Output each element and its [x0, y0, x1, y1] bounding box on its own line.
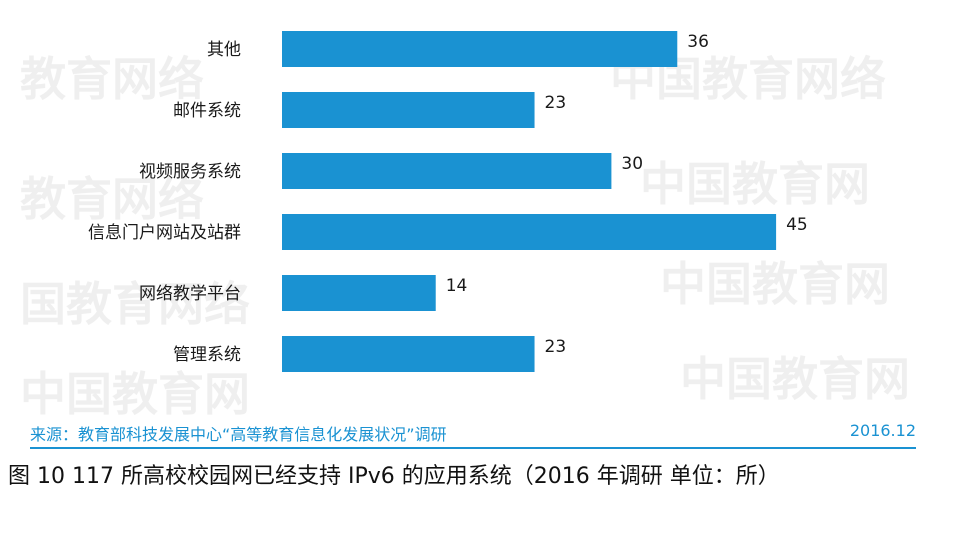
bar — [282, 336, 535, 372]
bar — [282, 31, 678, 67]
category-label: 信息门户网站及站群 — [88, 223, 241, 243]
source-text: 来源：教育部科技发展中心“高等教育信息化发展状况”调研 — [30, 425, 447, 444]
figure-caption: 图 10 117 所高校校园网已经支持 IPv6 的应用系统（2016 年调研 … — [8, 464, 780, 489]
source-date: 2016.12 — [849, 421, 916, 440]
watermark: 国教育网络 — [20, 277, 250, 331]
value-label: 30 — [621, 154, 643, 174]
bar-chart: 教育网络 中国教育网络 教育网络 中国教育网 国教育网络 中国教育网 中国教育网… — [20, 31, 910, 420]
watermark: 中国教育网 — [660, 257, 890, 311]
category-label: 视频服务系统 — [139, 162, 241, 182]
value-label: 23 — [545, 93, 567, 113]
bar — [282, 153, 612, 189]
category-label: 其他 — [207, 40, 241, 60]
category-label: 网络教学平台 — [139, 284, 241, 304]
category-label: 管理系统 — [173, 345, 241, 365]
watermark: 中国教育网 — [680, 352, 910, 406]
watermark: 中国教育网 — [640, 157, 870, 211]
watermark: 教育网络 — [20, 52, 204, 106]
value-label: 14 — [446, 276, 468, 296]
source-row: 来源：教育部科技发展中心“高等教育信息化发展状况”调研 2016.12 — [30, 421, 916, 449]
watermark: 中国教育网 — [20, 367, 250, 420]
watermark: 教育网络 — [20, 172, 204, 226]
category-label: 邮件系统 — [173, 101, 241, 121]
bar — [282, 92, 535, 128]
bar — [282, 214, 777, 250]
watermark-layer: 教育网络 中国教育网络 教育网络 中国教育网 国教育网络 中国教育网 中国教育网… — [20, 52, 910, 420]
value-label: 45 — [786, 215, 808, 235]
value-label: 23 — [545, 337, 567, 357]
bar — [282, 275, 436, 311]
value-label: 36 — [687, 32, 709, 52]
